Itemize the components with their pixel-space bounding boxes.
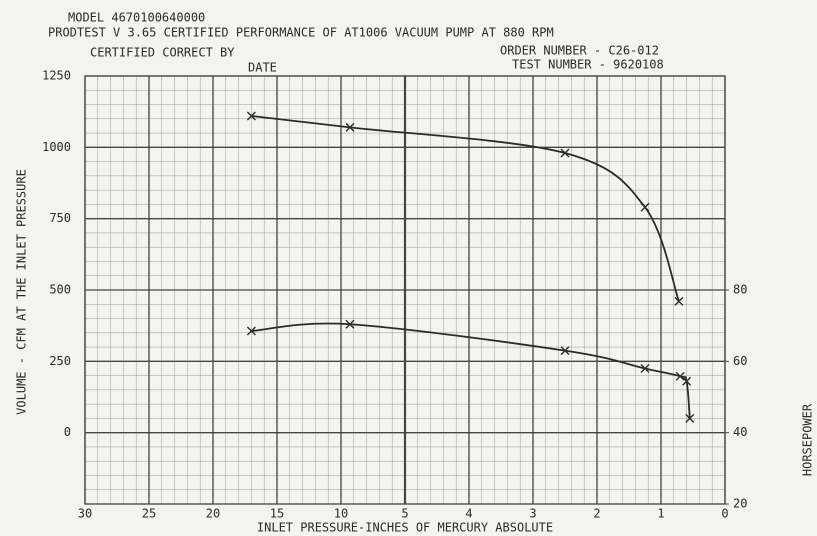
y-axis-label: VOLUME - CFM AT THE INLET PRESSURE: [15, 169, 29, 415]
y2-tick-label: 20: [733, 497, 747, 511]
point-marker: [685, 413, 695, 423]
y2-axis-label: HORSEPOWER: [801, 403, 815, 476]
x-tick-label: 20: [206, 507, 220, 521]
x-axis-label: INLET PRESSURE-INCHES OF MERCURY ABSOLUT…: [257, 521, 553, 535]
y-tick-label: 250: [49, 354, 71, 368]
x-tick-label: 30: [78, 507, 92, 521]
point-marker: [345, 122, 355, 132]
point-marker: [246, 326, 256, 336]
y-tick-label: 500: [49, 283, 71, 297]
point-marker: [640, 363, 650, 373]
header-certified: CERTIFIED CORRECT BY: [90, 46, 235, 60]
header-title: PRODTEST V 3.65 CERTIFIED PERFORMANCE OF…: [48, 26, 554, 40]
point-marker: [345, 319, 355, 329]
point-marker: [560, 148, 570, 158]
header-test: TEST NUMBER - 9620108: [512, 58, 664, 72]
point-marker: [640, 202, 650, 212]
point-marker: [560, 346, 570, 356]
y2-tick-label: 40: [733, 425, 747, 439]
x-tick-label: 5: [401, 507, 408, 521]
y2-tick-label: 80: [733, 283, 747, 297]
x-tick-label: 1: [657, 507, 664, 521]
point-marker: [682, 376, 692, 386]
header-date: DATE: [248, 61, 277, 75]
x-tick-label: 0: [721, 507, 728, 521]
y-tick-label: 0: [64, 425, 71, 439]
y2-tick-label: 60: [733, 354, 747, 368]
header-order: ORDER NUMBER - C26-012: [500, 44, 659, 58]
point-marker: [246, 111, 256, 121]
y-tick-label: 1250: [42, 69, 71, 83]
x-tick-label: 4: [465, 507, 472, 521]
header-model: MODEL 4670100640000: [68, 11, 205, 25]
x-tick-label: 3: [529, 507, 536, 521]
point-marker: [674, 296, 684, 306]
point-marker: [675, 371, 685, 381]
series-line: [251, 115, 680, 302]
y-tick-label: 1000: [42, 140, 71, 154]
x-tick-label: 15: [270, 507, 284, 521]
x-tick-label: 25: [142, 507, 156, 521]
x-tick-label: 2: [593, 507, 600, 521]
x-tick-label: 10: [334, 507, 348, 521]
y-tick-label: 750: [49, 211, 71, 225]
